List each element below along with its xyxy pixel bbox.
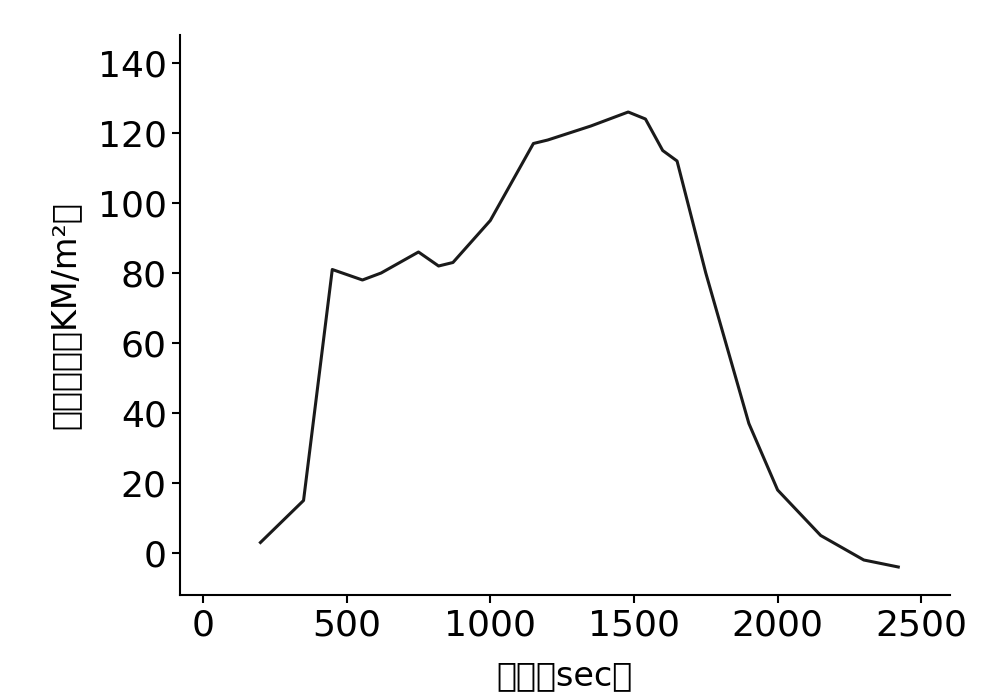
Y-axis label: 热流密度（KM/m²）: 热流密度（KM/m²）	[48, 201, 81, 429]
X-axis label: 时间（sec）: 时间（sec）	[497, 659, 633, 692]
